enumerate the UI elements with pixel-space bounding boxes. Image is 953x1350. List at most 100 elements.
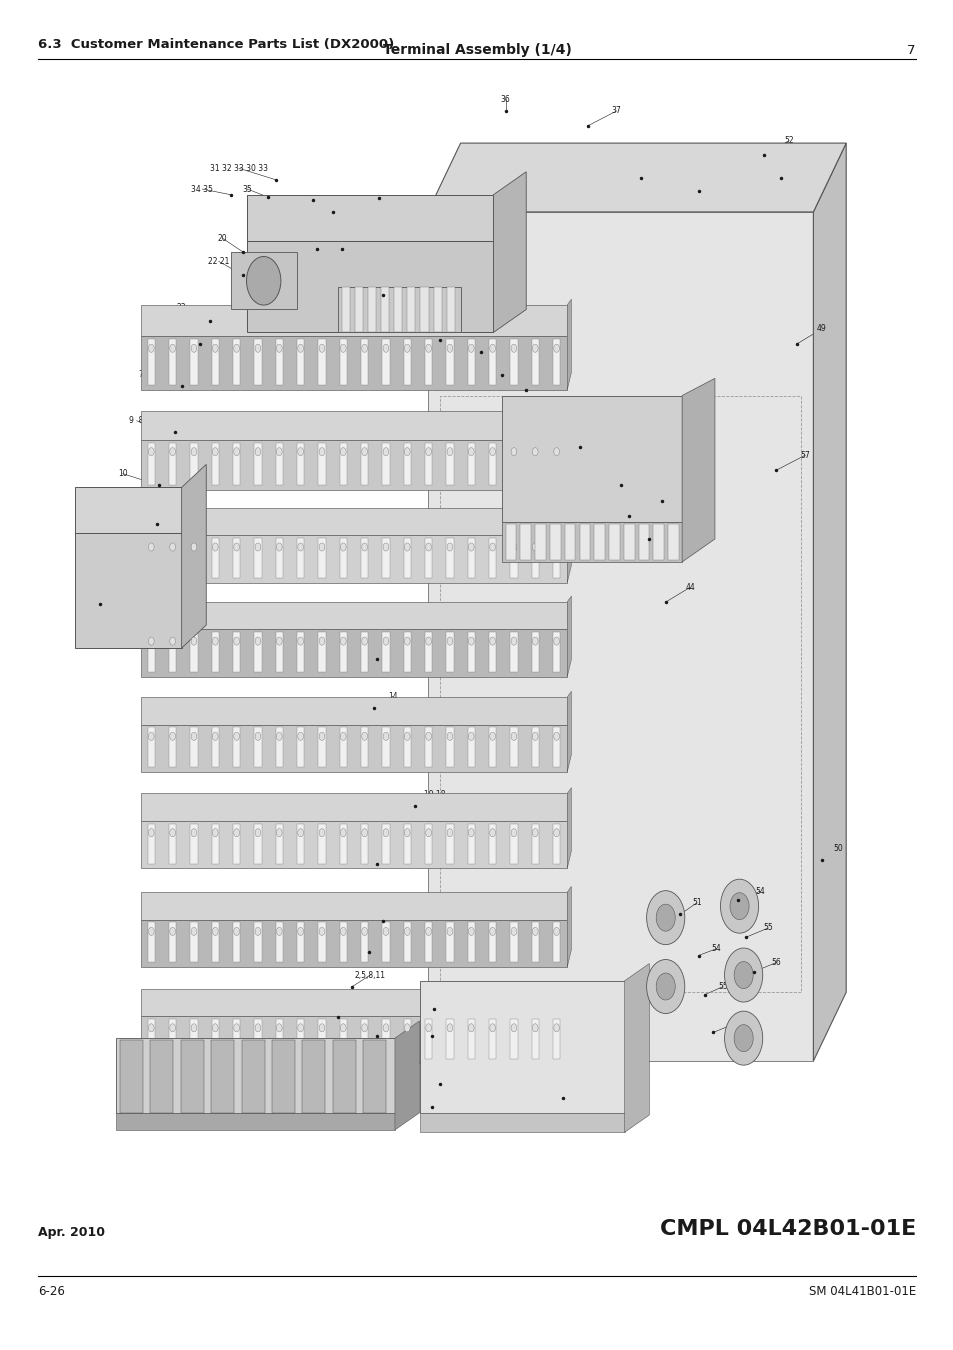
Polygon shape — [148, 1019, 154, 1058]
Circle shape — [447, 637, 453, 645]
Circle shape — [447, 344, 453, 352]
Circle shape — [724, 1011, 762, 1065]
Polygon shape — [446, 728, 453, 767]
Polygon shape — [339, 339, 347, 385]
Circle shape — [468, 448, 474, 456]
Text: 17: 17 — [390, 848, 399, 857]
Circle shape — [447, 543, 453, 551]
Circle shape — [404, 448, 410, 456]
Text: Apr. 2010: Apr. 2010 — [38, 1226, 105, 1239]
Circle shape — [213, 1023, 218, 1031]
Circle shape — [425, 637, 431, 645]
Polygon shape — [667, 524, 679, 560]
Polygon shape — [140, 535, 567, 583]
Polygon shape — [531, 824, 538, 864]
Circle shape — [511, 637, 517, 645]
Polygon shape — [424, 1019, 432, 1058]
Polygon shape — [419, 980, 624, 1112]
Polygon shape — [424, 443, 432, 485]
Polygon shape — [380, 286, 389, 332]
Polygon shape — [567, 887, 571, 967]
Polygon shape — [231, 252, 296, 309]
Circle shape — [656, 904, 675, 931]
Circle shape — [213, 732, 218, 740]
Polygon shape — [446, 922, 453, 963]
Text: 54: 54 — [711, 944, 720, 953]
Circle shape — [149, 732, 154, 740]
Polygon shape — [638, 524, 649, 560]
Polygon shape — [594, 524, 604, 560]
Polygon shape — [233, 537, 240, 578]
Polygon shape — [567, 983, 571, 1064]
Polygon shape — [550, 524, 560, 560]
Polygon shape — [362, 1041, 386, 1112]
Circle shape — [213, 543, 218, 551]
Polygon shape — [420, 286, 428, 332]
Polygon shape — [241, 1041, 264, 1112]
Circle shape — [361, 637, 367, 645]
Circle shape — [340, 637, 346, 645]
Circle shape — [489, 344, 495, 352]
Circle shape — [191, 543, 196, 551]
Circle shape — [532, 927, 537, 936]
Polygon shape — [254, 1019, 261, 1058]
Circle shape — [532, 637, 537, 645]
Polygon shape — [140, 892, 567, 919]
Text: 43: 43 — [537, 371, 547, 381]
Polygon shape — [148, 824, 154, 864]
Polygon shape — [318, 339, 325, 385]
Polygon shape — [212, 339, 219, 385]
Text: 1,4,7,10: 1,4,7,10 — [371, 936, 402, 945]
Circle shape — [468, 732, 474, 740]
Circle shape — [532, 344, 537, 352]
Polygon shape — [446, 443, 453, 485]
Polygon shape — [467, 824, 475, 864]
Polygon shape — [624, 964, 649, 1133]
Polygon shape — [424, 728, 432, 767]
Circle shape — [170, 637, 175, 645]
Circle shape — [149, 927, 154, 936]
Circle shape — [734, 961, 753, 988]
Polygon shape — [75, 487, 181, 533]
Polygon shape — [318, 443, 325, 485]
Text: 6-26: 6-26 — [38, 1285, 65, 1299]
Polygon shape — [233, 728, 240, 767]
Polygon shape — [360, 339, 368, 385]
Polygon shape — [467, 339, 475, 385]
Polygon shape — [140, 305, 567, 336]
Circle shape — [383, 448, 389, 456]
Text: 53: 53 — [718, 170, 727, 180]
Polygon shape — [360, 728, 368, 767]
Polygon shape — [254, 443, 261, 485]
Polygon shape — [510, 1019, 517, 1058]
Circle shape — [489, 1023, 495, 1031]
Polygon shape — [212, 1019, 219, 1058]
Circle shape — [468, 637, 474, 645]
Polygon shape — [510, 824, 517, 864]
Circle shape — [383, 732, 389, 740]
Polygon shape — [296, 443, 304, 485]
Polygon shape — [140, 508, 567, 535]
Circle shape — [425, 344, 431, 352]
Polygon shape — [567, 597, 571, 676]
Polygon shape — [467, 728, 475, 767]
Circle shape — [233, 732, 239, 740]
Polygon shape — [190, 728, 197, 767]
Polygon shape — [233, 443, 240, 485]
Polygon shape — [535, 524, 545, 560]
Polygon shape — [403, 339, 411, 385]
Circle shape — [553, 927, 558, 936]
Polygon shape — [360, 537, 368, 578]
Polygon shape — [510, 443, 517, 485]
Polygon shape — [233, 339, 240, 385]
Circle shape — [297, 344, 303, 352]
Circle shape — [468, 344, 474, 352]
Polygon shape — [446, 537, 453, 578]
Polygon shape — [395, 1021, 419, 1130]
Circle shape — [254, 448, 260, 456]
Text: 55: 55 — [718, 981, 727, 991]
Polygon shape — [501, 396, 681, 522]
Polygon shape — [275, 632, 283, 672]
Polygon shape — [151, 1041, 173, 1112]
Circle shape — [318, 732, 324, 740]
